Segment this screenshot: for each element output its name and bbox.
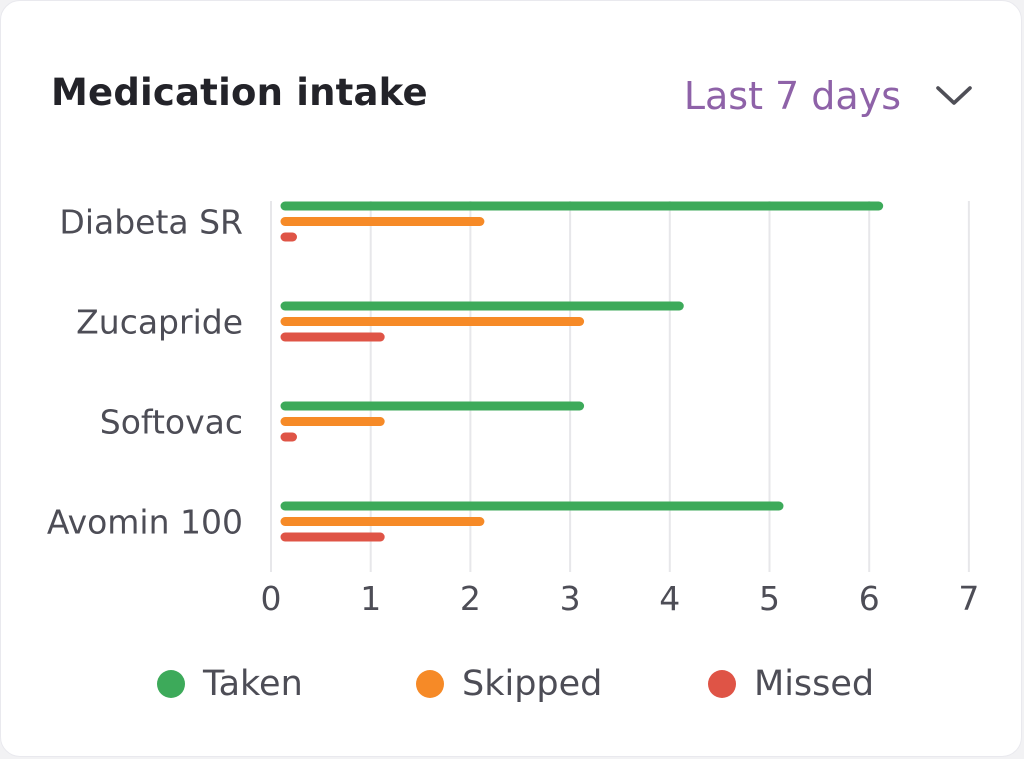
card-title: Medication intake [51,71,428,114]
bar-edge-taken-0 [285,201,291,211]
legend-item-skipped[interactable]: Skipped [416,656,602,712]
x-tick-label-4: 4 [659,579,680,618]
category-label: Avomin 100 [47,503,243,542]
orange-dot-icon [416,670,444,698]
legend-label-taken: Taken [203,664,303,704]
category-label: Diabeta SR [59,203,243,242]
bar-edge-taken-1 [285,301,291,311]
bar-edge-taken-2 [285,401,291,411]
chart-x-axis: 0 1 2 3 4 5 6 7 [261,579,980,618]
green-dot-icon [157,670,185,698]
legend-item-taken[interactable]: Taken [157,656,303,712]
chart-gridlines [270,201,970,572]
bar-edge-missed-1 [285,332,291,342]
bar-edge-missed-2 [285,432,291,442]
date-range-label: Last 7 days [683,74,901,118]
bar-edge-missed-3 [285,532,291,542]
bar-edge-skipped-0 [285,217,291,226]
bar-edge-taken-3 [285,501,291,511]
x-tick-label-6: 6 [859,579,880,618]
x-tick-label-3: 3 [560,579,581,618]
chart-category-labels: Diabeta SR Zucapride Softovac Avomin 100 [47,203,243,542]
bar-edge-skipped-2 [285,417,291,426]
bar-edge-skipped-3 [285,517,291,526]
date-range-dropdown[interactable]: Last 7 days [684,71,973,121]
medication-bar-chart: Diabeta SR Zucapride Softovac Avomin 100 0 1… [47,201,980,618]
x-tick-label-0: 0 [261,579,282,618]
chart-bars [280,201,884,542]
red-dot-icon [708,670,736,698]
bar-edge-missed-0 [285,232,291,242]
chevron-down-icon[interactable] [935,84,973,108]
x-tick-label-5: 5 [759,579,780,618]
x-tick-label-1: 1 [360,579,381,618]
bar-edge-skipped-1 [285,317,291,326]
x-tick-label-7: 7 [958,579,979,618]
x-tick-label-2: 2 [460,579,481,618]
legend-label-skipped: Skipped [462,664,603,704]
legend-label-missed: Missed [754,664,875,704]
category-label: Zucapride [76,303,243,342]
legend-item-missed[interactable]: Missed [708,656,874,712]
chart-legend: Taken Skipped Missed [1,656,1023,712]
category-label: Softovac [100,403,243,442]
